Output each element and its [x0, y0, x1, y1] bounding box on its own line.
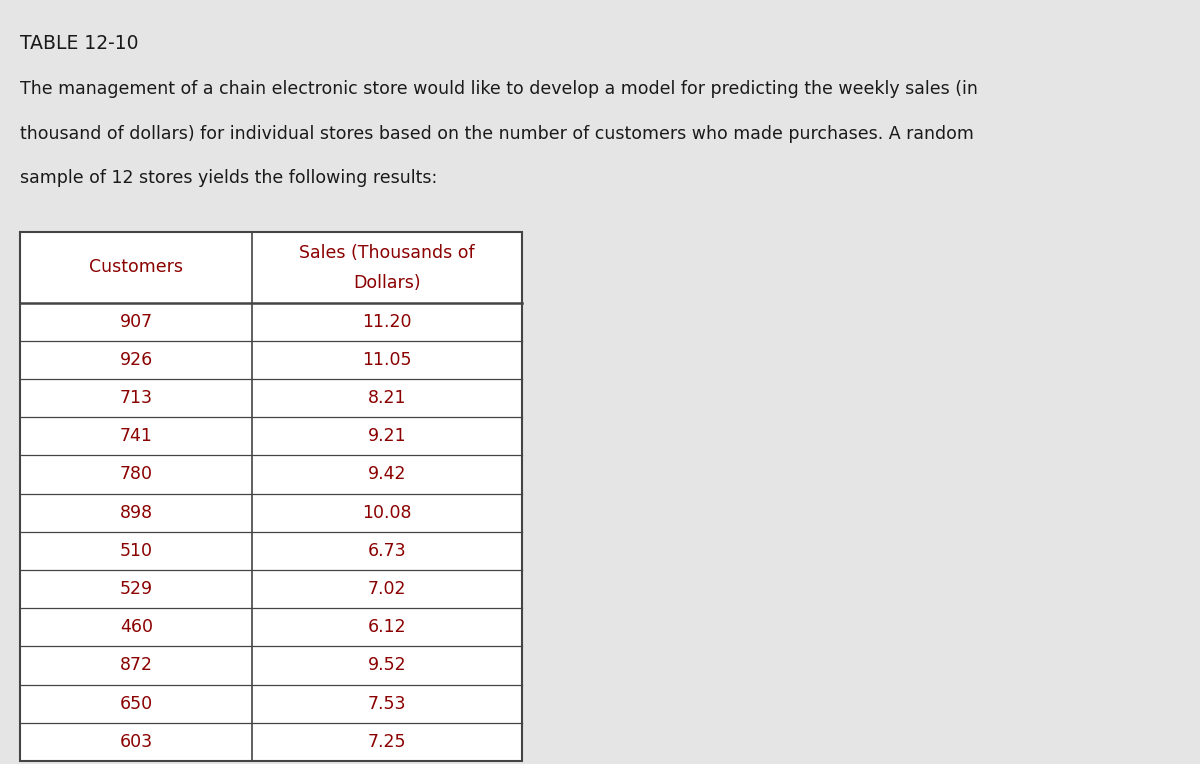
Text: 907: 907 — [120, 312, 152, 331]
Text: Customers: Customers — [89, 258, 184, 277]
Text: 898: 898 — [120, 503, 152, 522]
Text: 603: 603 — [120, 733, 152, 751]
Text: thousand of dollars) for individual stores based on the number of customers who : thousand of dollars) for individual stor… — [20, 125, 974, 143]
Text: sample of 12 stores yields the following results:: sample of 12 stores yields the following… — [20, 169, 438, 187]
Text: 10.08: 10.08 — [362, 503, 412, 522]
Text: 926: 926 — [120, 351, 152, 369]
Text: 6.73: 6.73 — [367, 542, 407, 560]
Text: 713: 713 — [120, 389, 152, 407]
Text: 8.21: 8.21 — [367, 389, 407, 407]
Text: Sales (Thousands of: Sales (Thousands of — [299, 244, 475, 262]
Text: Dollars): Dollars) — [353, 274, 421, 292]
Text: 11.20: 11.20 — [362, 312, 412, 331]
Text: 9.52: 9.52 — [367, 656, 407, 675]
Text: 741: 741 — [120, 427, 152, 445]
Text: 7.02: 7.02 — [367, 580, 407, 598]
Text: 11.05: 11.05 — [362, 351, 412, 369]
Text: 510: 510 — [120, 542, 152, 560]
Text: 9.21: 9.21 — [367, 427, 407, 445]
Text: 7.25: 7.25 — [367, 733, 407, 751]
Text: 460: 460 — [120, 618, 152, 636]
Text: 529: 529 — [120, 580, 152, 598]
Text: 872: 872 — [120, 656, 152, 675]
Text: 780: 780 — [120, 465, 152, 484]
Text: TABLE 12-10: TABLE 12-10 — [20, 34, 139, 53]
Text: 9.42: 9.42 — [367, 465, 407, 484]
Text: 650: 650 — [120, 694, 152, 713]
Text: 6.12: 6.12 — [367, 618, 407, 636]
Text: 7.53: 7.53 — [367, 694, 407, 713]
Text: The management of a chain electronic store would like to develop a model for pre: The management of a chain electronic sto… — [20, 80, 978, 99]
